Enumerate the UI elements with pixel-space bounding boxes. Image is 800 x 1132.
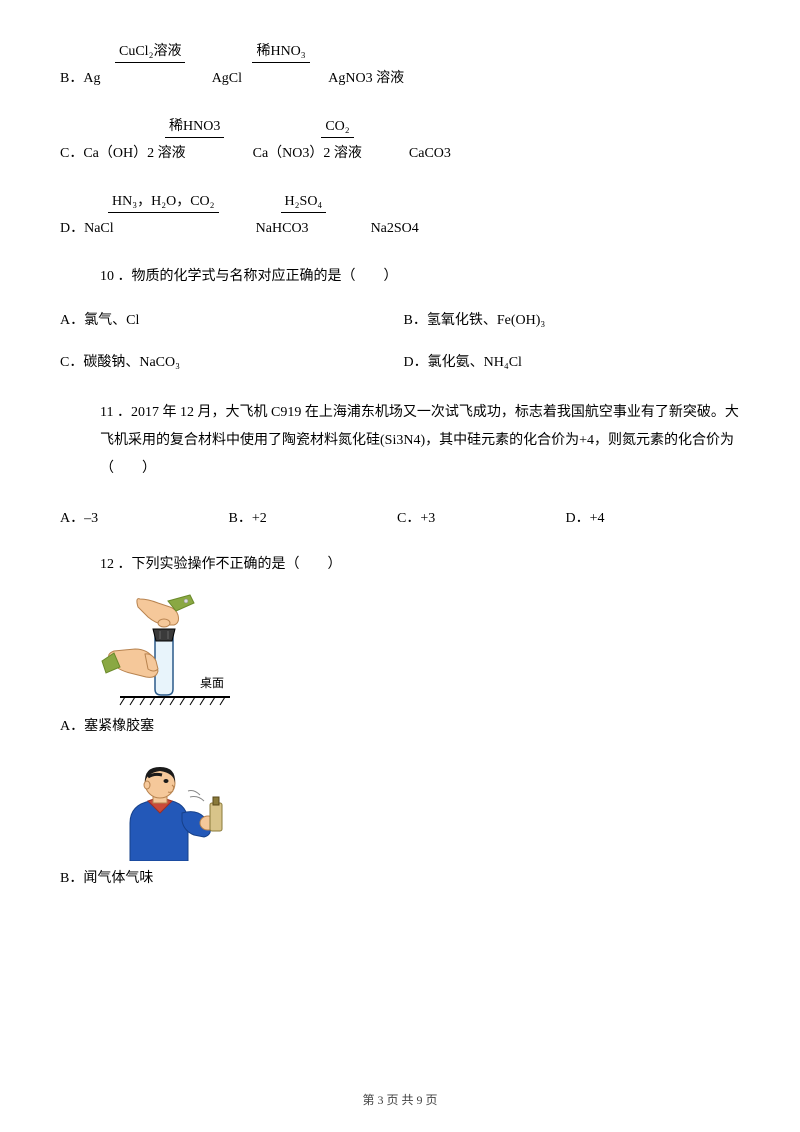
option-c-label1: 稀HNO3 <box>165 115 224 138</box>
rubber-stopper-diagram-icon: 桌面 <box>100 589 260 709</box>
q12-option-b-block: B．闻气体气味 <box>60 761 740 887</box>
page-footer: 第 3 页 共 9 页 <box>0 1091 800 1108</box>
smell-gas-diagram-icon <box>100 761 240 861</box>
q11-option-d: D．+4 <box>566 507 731 527</box>
option-d-mid: NaHCO3 <box>256 221 309 236</box>
option-b-label1: CuCl₂溶液 <box>115 40 185 63</box>
option-d-end: Na2SO4 <box>371 221 419 236</box>
q12-image-b <box>100 761 240 861</box>
q11-option-b: B．+2 <box>229 507 394 527</box>
q12-stem: 12 ．下列实验操作不正确的是（ ） <box>100 553 740 573</box>
option-d-labels: HN₃，H₂O，CO₂ H₂SO₄ <box>108 190 740 213</box>
q11-options: A．–3 B．+2 C．+3 D．+4 <box>60 507 740 527</box>
option-d-label1: HN₃，H₂O，CO₂ <box>108 190 219 213</box>
q12-option-a-block: 桌面 A．塞紧橡胶塞 <box>60 589 740 735</box>
q10-row1: A．氯气、Cl B．氢氧化铁、Fe(OH)₃ <box>60 309 740 329</box>
option-b-mid: AgCl <box>212 71 242 86</box>
option-c-mid: Ca（NO3）2 溶液 <box>253 146 362 161</box>
option-b-line: B．Ag AgCl AgNO3 溶液 <box>60 67 740 87</box>
q10-option-a: A．氯气、Cl <box>60 309 400 329</box>
option-b-end: AgNO3 溶液 <box>328 71 404 86</box>
option-c-labels: 稀HNO3 CO₂ <box>165 115 740 138</box>
option-d-line: D．NaCl NaHCO3 Na2SO4 <box>60 217 740 237</box>
desk-label: 桌面 <box>200 676 224 690</box>
option-c-label2: CO₂ <box>321 119 353 138</box>
option-c-prefix: C．Ca（OH）2 溶液 <box>60 146 186 161</box>
option-b-label2: 稀HNO₃ <box>252 40 309 63</box>
option-c-line: C．Ca（OH）2 溶液 Ca（NO3）2 溶液 CaCO3 <box>60 142 740 162</box>
q11-option-a: A．–3 <box>60 507 225 527</box>
option-c-end: CaCO3 <box>409 146 451 161</box>
q10-option-c: C．碳酸钠、NaCO₃ <box>60 351 400 371</box>
option-b-prefix: B．Ag <box>60 71 100 86</box>
q12-option-b: B．闻气体气味 <box>60 867 740 887</box>
q10-option-b: B．氢氧化铁、Fe(OH)₃ <box>404 309 546 329</box>
q12-option-a: A．塞紧橡胶塞 <box>60 715 740 735</box>
q10-row2: C．碳酸钠、NaCO₃ D．氯化氨、NH₄Cl <box>60 351 740 371</box>
option-d-label2: H₂SO₄ <box>281 194 327 213</box>
option-d-prefix: D．NaCl <box>60 221 114 236</box>
q10-stem: 10 ．物质的化学式与名称对应正确的是（ ） <box>100 265 740 285</box>
option-b-labels: CuCl₂溶液 稀HNO₃ <box>115 40 740 63</box>
q10-option-d: D．氯化氨、NH₄Cl <box>404 351 522 371</box>
q11-stem: 11 ．2017 年 12 月，大飞机 C919 在上海浦东机场又一次试飞成功，… <box>100 399 740 483</box>
q12-image-a: 桌面 <box>100 589 260 709</box>
q11-option-c: C．+3 <box>397 507 562 527</box>
